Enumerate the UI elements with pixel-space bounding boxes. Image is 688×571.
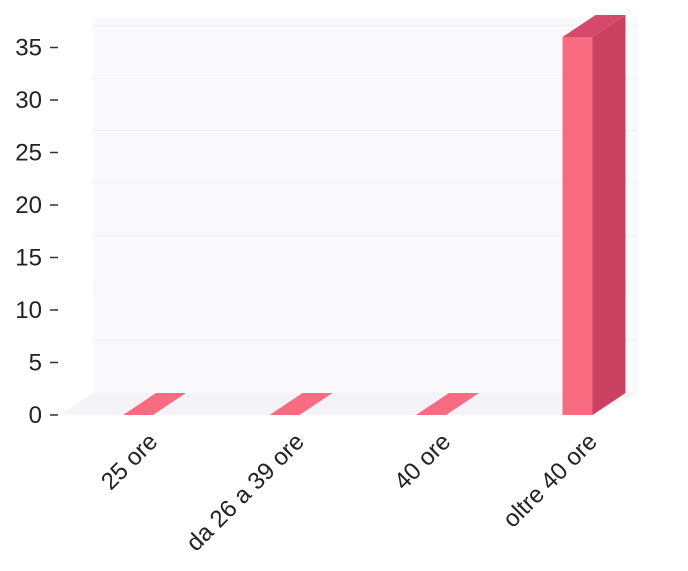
grid-lines xyxy=(93,25,638,341)
bar-2 xyxy=(269,393,333,415)
bar-1 xyxy=(123,393,186,415)
bar-4 xyxy=(562,15,626,415)
plot-background xyxy=(60,18,638,415)
y-tick-label: 0 xyxy=(29,402,42,429)
bar-top xyxy=(123,393,186,415)
x-tick-label: oltre 40 ore xyxy=(498,428,603,533)
x-tick-label: 40 ore xyxy=(389,428,456,495)
x-tick-label: da 26 a 39 ore xyxy=(181,428,310,557)
back-wall xyxy=(93,18,638,393)
bars xyxy=(123,15,626,415)
bar-3 xyxy=(416,393,479,415)
bar-top xyxy=(269,393,333,415)
x-axis-labels: 25 ore da 26 a 39 ore 40 ore oltre 40 ore xyxy=(96,428,603,557)
y-tick-label: 15 xyxy=(15,245,42,272)
y-tick-label: 5 xyxy=(29,350,42,377)
x-tick-label: 25 ore xyxy=(96,428,163,495)
y-tick-label: 20 xyxy=(15,192,42,219)
bar-top xyxy=(562,15,626,37)
y-axis: 0 5 10 15 20 25 30 35 xyxy=(15,35,58,429)
bar-front xyxy=(562,37,593,415)
y-tick-label: 25 xyxy=(15,140,42,167)
bar-side xyxy=(592,15,626,415)
floor xyxy=(60,393,638,415)
y-tick-label: 10 xyxy=(15,297,42,324)
y-tick-label: 30 xyxy=(15,87,42,114)
bar-top xyxy=(416,393,479,415)
y-tick-label: 35 xyxy=(15,35,42,62)
